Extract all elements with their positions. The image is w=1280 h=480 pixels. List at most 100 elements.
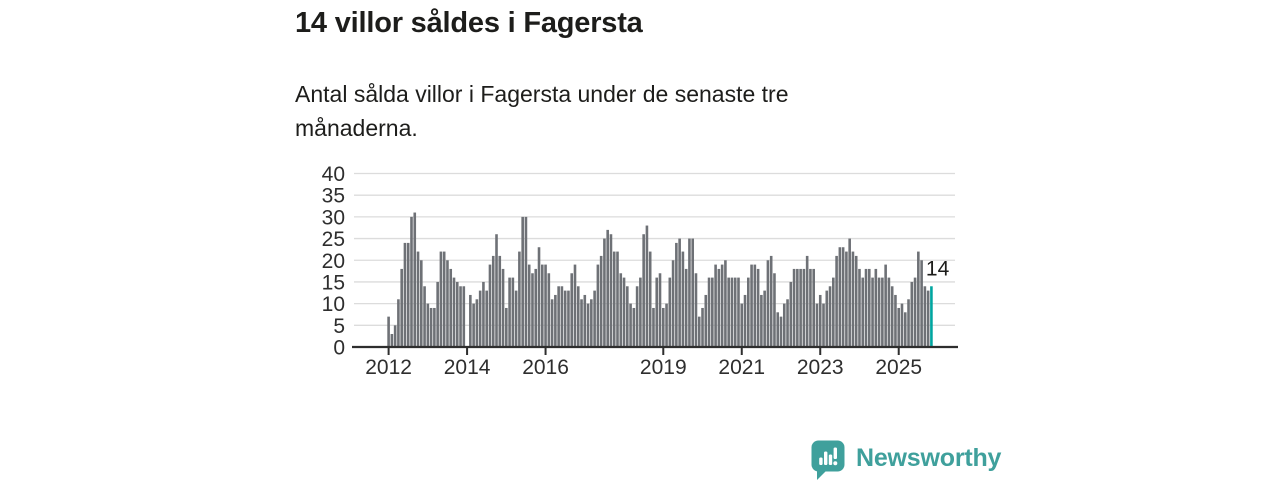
bar [910,281,914,347]
bar [420,260,423,347]
bar [903,312,907,347]
bar [632,307,636,347]
bar [763,290,766,347]
bar [482,281,485,347]
bar [861,277,865,347]
svg-text:25: 25 [322,228,345,251]
bar [531,273,534,347]
bar [550,299,554,347]
bar [459,286,462,347]
bar [668,277,672,347]
svg-text:2023: 2023 [797,356,844,379]
bar [750,264,753,347]
x-axis: 2012 2014 2016 2019 2021 2023 2025 [352,345,958,379]
bar [547,273,551,347]
svg-text:30: 30 [322,206,345,229]
bar [694,273,698,347]
bar [779,316,783,347]
svg-text:2021: 2021 [718,356,765,379]
bar [449,268,453,347]
bar [851,251,855,347]
bar [626,286,629,347]
bar [730,277,734,347]
bar [707,277,711,347]
bar [557,286,560,347]
bar [776,312,780,347]
bar [606,229,609,347]
bar [622,277,626,347]
svg-text:2016: 2016 [522,356,569,379]
bar [491,255,495,347]
svg-text:10: 10 [322,293,345,316]
bar [423,286,426,347]
bar [854,255,858,347]
bar [436,281,439,347]
newsworthy-logo-text: Newsworthy [856,443,1002,472]
bar [900,303,904,347]
bar [684,268,688,347]
bar [609,234,613,347]
bar [681,251,685,347]
bar [923,286,927,347]
bar [648,251,652,347]
bar [678,238,681,347]
bar [701,307,704,347]
bar [877,277,881,347]
bar [825,290,829,347]
bar [675,242,678,347]
bar [871,277,874,347]
bar [508,277,511,347]
bar [635,286,639,347]
bar [737,277,740,347]
bar [711,277,714,347]
bar [390,333,394,347]
bar [495,234,498,347]
bar [818,294,822,347]
bar [652,307,655,347]
bar [913,277,917,347]
bar [534,268,538,347]
bar [740,303,744,347]
bar [446,260,449,347]
svg-text:40: 40 [322,163,345,186]
bar [554,294,557,347]
bar [576,286,580,347]
bar [406,242,410,347]
bar [704,294,708,347]
bar [573,264,577,347]
bar [596,264,600,347]
bar [809,268,812,347]
bar [665,303,668,347]
bar [890,286,894,347]
bars [387,212,933,347]
bar [838,247,842,347]
bar [501,268,505,347]
bar [691,238,695,347]
bar [786,299,789,347]
bar [897,307,901,347]
bar [426,303,430,347]
bar [743,294,747,347]
bar [511,277,515,347]
bar [469,294,472,347]
bar [472,303,475,347]
bar [792,268,796,347]
bar [907,299,910,347]
bar [416,251,420,347]
bar [874,268,878,347]
bar [887,277,891,347]
bar [616,251,619,347]
bar [563,290,567,347]
bar [789,281,793,347]
bar [828,286,832,347]
bar [642,234,645,347]
bar [773,273,776,347]
bar [599,255,603,347]
bar [527,264,531,347]
newsworthy-logo: Newsworthy [811,440,1001,480]
bar [661,307,665,347]
bar [769,255,773,347]
bar [841,247,845,347]
